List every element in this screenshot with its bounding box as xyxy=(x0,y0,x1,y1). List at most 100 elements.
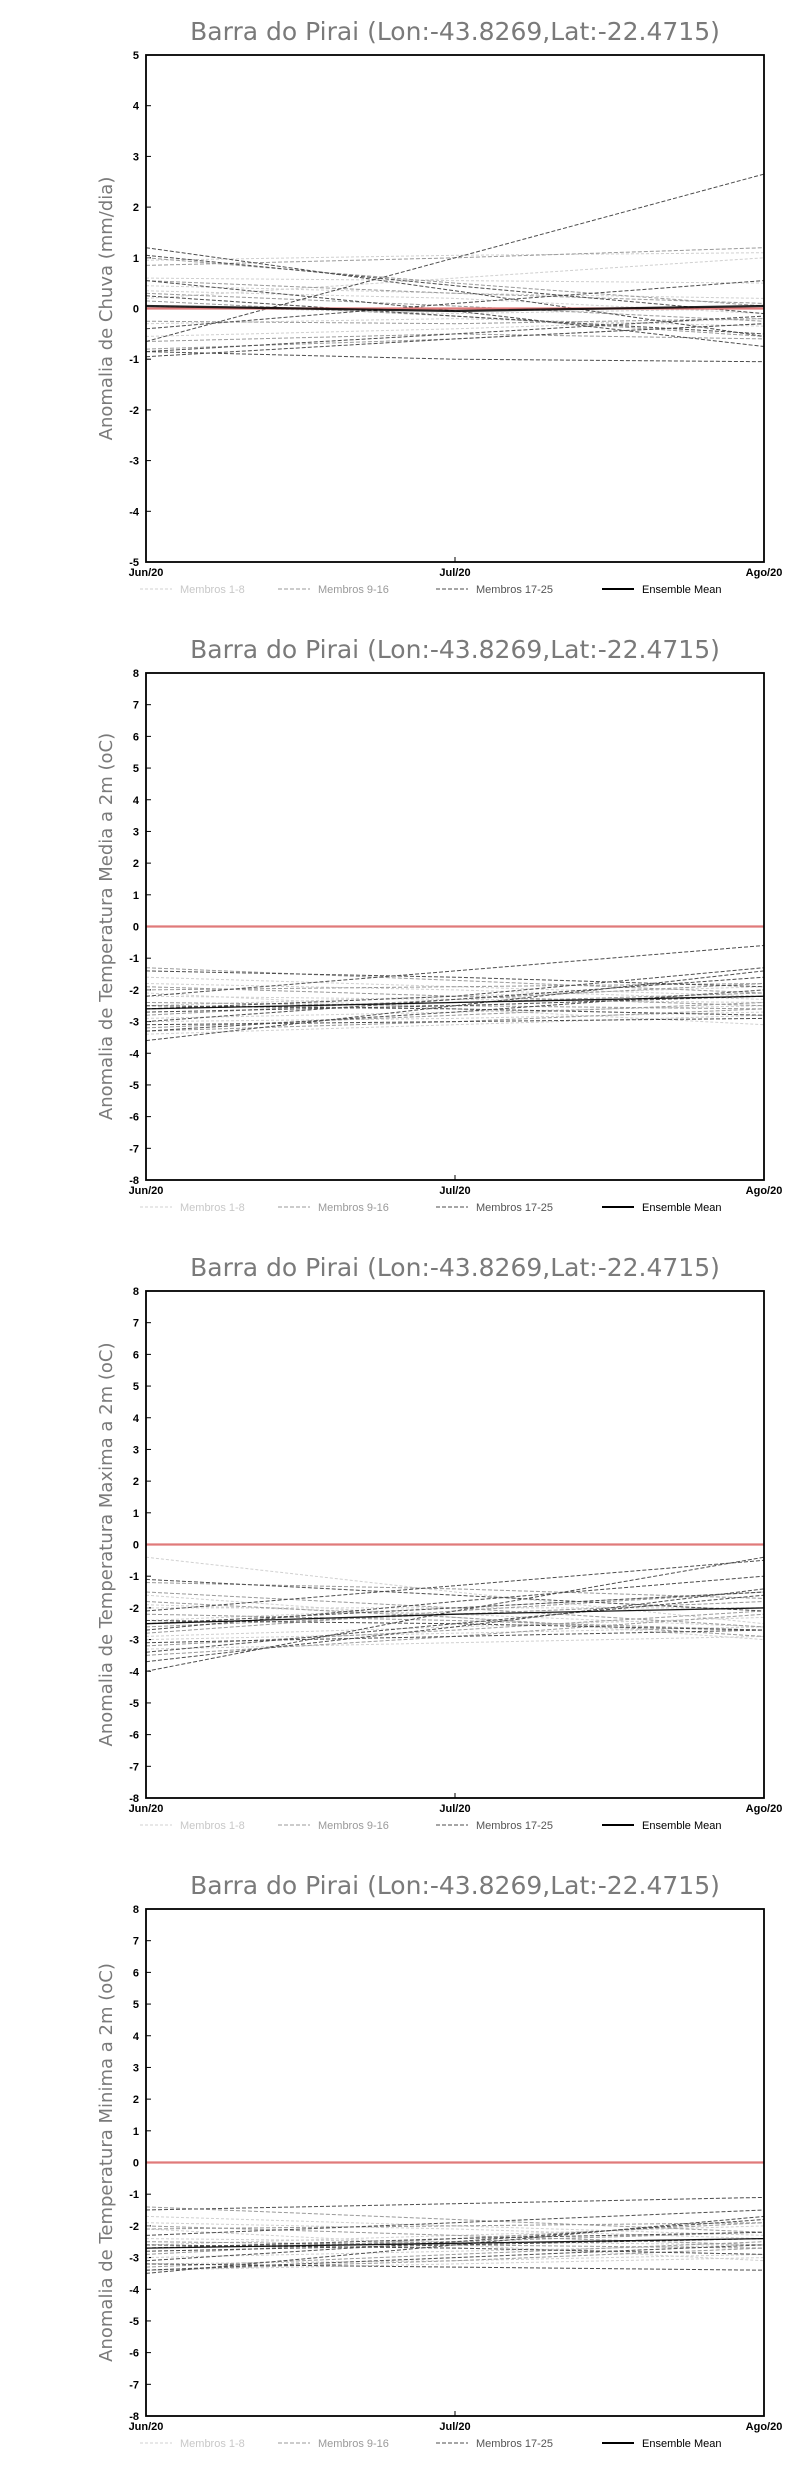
series-line-member-7 xyxy=(145,1011,765,1023)
series-line-member-13 xyxy=(145,2247,765,2271)
series-line-member-5 xyxy=(145,2225,765,2246)
series-line-member-11 xyxy=(145,280,765,304)
series-line-member-5 xyxy=(145,1591,765,1621)
legend-entry-3: Membros 17-25 xyxy=(476,1820,553,1832)
y-tick-label: -4 xyxy=(129,1666,140,1678)
plot-frame xyxy=(145,54,765,563)
legend-entry-2: Membros 9-16 xyxy=(318,1202,389,1214)
y-tick-label: 2 xyxy=(133,202,139,214)
series-line-member-9 xyxy=(145,1582,765,1599)
y-tick-label: -8 xyxy=(129,1793,139,1805)
y-tick-label: -7 xyxy=(129,1143,139,1155)
series-line-member-6 xyxy=(145,1594,765,1641)
series-line-member-3 xyxy=(145,2215,765,2236)
y-tick-label: 8 xyxy=(133,668,139,680)
y-tick-label: 5 xyxy=(133,1999,139,2011)
series-line-ensemble-mean xyxy=(145,304,765,313)
y-tick-label: -2 xyxy=(129,405,139,417)
series-line-member-7 xyxy=(145,2253,765,2265)
legend-entry-1: Membros 1-8 xyxy=(180,2438,245,2450)
legend: Membros 1-8 Membros 9-16 Membros 17-25 Ense… xyxy=(140,584,722,596)
legend-entry-4: Ensemble Mean xyxy=(642,1820,722,1832)
legend-entry-4: Ensemble Mean xyxy=(642,584,722,596)
series-line-member-9 xyxy=(145,2222,765,2230)
y-tick-label: 4 xyxy=(133,795,140,807)
series-line-member-24 xyxy=(145,2244,765,2271)
y-tick-label: 2 xyxy=(133,1476,139,1488)
series-line-member-24 xyxy=(145,989,765,1032)
series-line-member-6 xyxy=(145,2228,765,2262)
y-tick-label: 3 xyxy=(133,1444,139,1456)
y-tick-label: 4 xyxy=(133,1413,140,1425)
y-tick-label: -2 xyxy=(129,1603,139,1615)
series-line-member-1 xyxy=(145,1556,765,1625)
y-tick-label: -5 xyxy=(129,1698,139,1710)
x-tick-label: Jul/20 xyxy=(439,1803,470,1815)
y-tick-label: -6 xyxy=(129,1730,139,1742)
series-line-member-4 xyxy=(145,1635,765,1650)
x-tick-label: Jul/20 xyxy=(439,567,470,579)
y-tick-label: -3 xyxy=(129,456,139,468)
series-line-member-3 xyxy=(145,1604,765,1628)
series-line-member-9 xyxy=(145,983,765,991)
y-tick-label: 8 xyxy=(133,1286,139,1298)
y-tick-label: 0 xyxy=(133,2158,139,2170)
series-line-member-7 xyxy=(145,277,765,284)
y-tick-label: 4 xyxy=(133,101,140,113)
series-line-member-9 xyxy=(145,247,765,266)
y-tick-label: -3 xyxy=(129,1017,139,1029)
chart-panel-1: Barra do Pirai (Lon:-43.8269,Lat:-22.471… xyxy=(96,17,782,596)
y-tick-label: -4 xyxy=(129,2284,140,2296)
y-tick-label: 1 xyxy=(133,890,139,902)
series-line-member-25 xyxy=(145,2231,765,2249)
series-line-member-4 xyxy=(145,252,765,261)
series-line-member-21 xyxy=(145,280,765,330)
y-tick-label: -1 xyxy=(129,953,139,965)
series-line-member-10 xyxy=(145,2241,765,2268)
y-tick-label: 0 xyxy=(133,1540,139,1552)
legend-entry-1: Membros 1-8 xyxy=(180,1820,245,1832)
series-line-member-24 xyxy=(145,1594,765,1653)
y-axis-label: Anomalia de Temperatura Media a 2m (oC) xyxy=(96,733,117,1120)
y-tick-label: 0 xyxy=(133,922,139,934)
y-tick-label: 1 xyxy=(133,2126,139,2138)
y-tick-label: 1 xyxy=(133,1508,139,1520)
series-line-ensemble-mean xyxy=(145,2237,765,2249)
x-tick-label: Jul/20 xyxy=(439,1185,470,1197)
series-line-member-12 xyxy=(145,2206,765,2233)
y-tick-label: -7 xyxy=(129,2379,139,2391)
y-tick-label: 2 xyxy=(133,858,139,870)
series-line-member-17 xyxy=(145,2215,765,2274)
series-line-member-22 xyxy=(145,351,765,363)
chart-panel-3: Barra do Pirai (Lon:-43.8269,Lat:-22.471… xyxy=(96,1253,782,1832)
y-tick-label: -4 xyxy=(129,1048,140,1060)
legend: Membros 1-8 Membros 9-16 Membros 17-25 Ense… xyxy=(140,1820,722,1832)
chart-panel-4: Barra do Pirai (Lon:-43.8269,Lat:-22.471… xyxy=(96,1871,782,2450)
y-tick-label: 8 xyxy=(133,1904,139,1916)
y-tick-label: 5 xyxy=(133,763,139,775)
series-line-member-1 xyxy=(145,2238,765,2246)
series-line-member-22 xyxy=(145,1629,765,1644)
y-tick-label: -8 xyxy=(129,2411,139,2423)
y-tick-label: -2 xyxy=(129,2221,139,2233)
legend: Membros 1-8 Membros 9-16 Membros 17-25 Ense… xyxy=(140,1202,722,1214)
series-line-member-8 xyxy=(145,983,765,1000)
legend-entry-2: Membros 9-16 xyxy=(318,584,389,596)
series-line-member-7 xyxy=(145,1626,765,1641)
series-line-member-16 xyxy=(145,292,765,322)
series-line-member-21 xyxy=(145,1559,765,1612)
series-line-member-21 xyxy=(145,945,765,997)
series-line-member-19 xyxy=(145,1588,765,1663)
series-line-member-23 xyxy=(145,1620,765,1631)
legend-entry-4: Ensemble Mean xyxy=(642,1202,722,1214)
series-line-member-21 xyxy=(145,2209,765,2236)
series-line-member-19 xyxy=(145,976,765,1023)
y-tick-label: -2 xyxy=(129,985,139,997)
legend-entry-3: Membros 17-25 xyxy=(476,1202,553,1214)
y-tick-label: -8 xyxy=(129,1175,139,1187)
series-line-member-20 xyxy=(145,280,765,347)
y-tick-label: -7 xyxy=(129,1761,139,1773)
series-line-member-2 xyxy=(145,2244,765,2259)
y-tick-label: 7 xyxy=(133,1318,139,1330)
series-line-member-2 xyxy=(145,1616,765,1637)
